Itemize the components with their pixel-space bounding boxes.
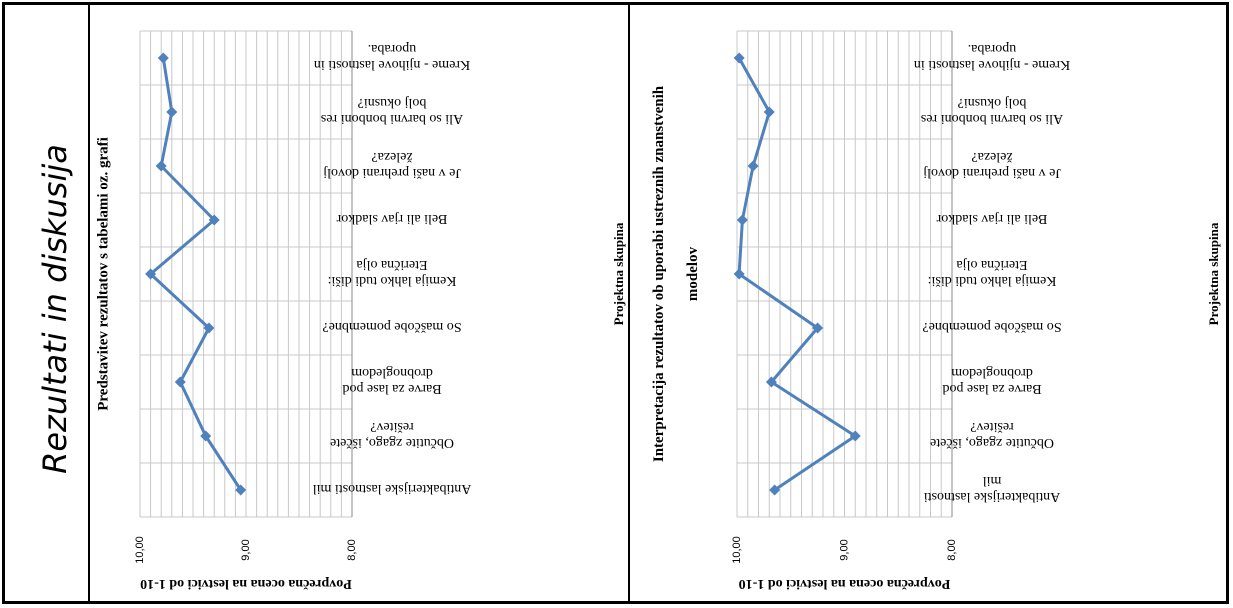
y-axis-title: Povprečna ocena na lestvici od 1-10	[739, 576, 951, 591]
data-point-marker	[769, 484, 781, 496]
category-label: Ali so barvni bonboni resbolj okusni?	[321, 95, 463, 126]
chart-panel-1: 10,00 9,00 8,00 Antibakterijske lastnosti m…	[95, 30, 626, 591]
data-point-marker	[235, 484, 247, 496]
y-tick-label: 8,00	[346, 539, 358, 560]
y-axis-title: Povprečna ocena na lestvici od 1-10	[140, 576, 352, 591]
category-label: Kemija lahko tudi diši:Eterična olja	[328, 257, 457, 288]
gridlines	[736, 30, 953, 518]
y-tick-label: 9,00	[240, 539, 252, 560]
y-tick-label: 10,00	[134, 536, 146, 564]
y-tick-label: 9,00	[838, 539, 850, 560]
category-label: Ali so barvni bonboni resbolj okusni?	[921, 95, 1063, 126]
series-line	[149, 57, 242, 491]
chart-panel-2: 10,00 9,00 8,00 Antibakterijske lastnostimi…	[651, 30, 1221, 591]
data-point-marker	[145, 268, 157, 280]
data-point-marker	[849, 430, 861, 442]
category-label: Antibakterijske lastnosti mil	[313, 481, 472, 496]
data-point-marker	[203, 322, 215, 334]
category-label: Barve za lase poddrobnogledom	[942, 365, 1041, 396]
x-axis-title: Projektna skupina	[611, 222, 626, 325]
data-point-marker	[174, 376, 186, 388]
category-label: Kemija lahko tudi diši:Eterična olja	[928, 257, 1057, 288]
x-axis-title: Projektna skupina	[1206, 222, 1221, 325]
category-label: Beli ali rjav sladkor	[336, 211, 447, 226]
data-point-marker	[157, 52, 169, 64]
data-point-marker	[765, 376, 777, 388]
category-label: So maščobe pomembne?	[322, 319, 461, 334]
y-tick-label: 8,00	[946, 539, 958, 560]
category-label: Je v naši prehrani dovoljželeza?	[323, 149, 461, 180]
y-tick-label: 10,00	[731, 536, 743, 564]
data-point-marker	[812, 322, 824, 334]
data-point-marker	[208, 214, 220, 226]
data-point-marker	[733, 52, 745, 64]
category-label: Občutite zgago, iščeterešitev?	[330, 419, 454, 450]
chart-title: Predstavitev rezultatov s tabelami oz. g…	[95, 137, 111, 411]
data-point-marker	[747, 160, 759, 172]
data-point-marker	[733, 268, 745, 280]
category-label: Barve za lase poddrobnogledom	[342, 365, 441, 396]
category-label: Antibakterijske lastnostimil	[924, 473, 1061, 504]
divider-middle	[628, 5, 630, 601]
category-label: Beli ali rjav sladkor	[936, 211, 1047, 226]
slide-side-title: Rezultati in diskusija	[36, 144, 74, 474]
data-point-marker	[763, 106, 775, 118]
data-point-marker	[155, 160, 167, 172]
category-label: Občutite zgago, iščeterešitev?	[930, 419, 1054, 450]
series-line	[737, 57, 857, 492]
category-label: Je v naši prehrani dovoljželeza?	[923, 149, 1061, 180]
divider-left	[88, 5, 90, 601]
data-point-marker	[200, 430, 212, 442]
category-label: So maščobe pomembne?	[922, 319, 1061, 334]
chart-title: Interpretacija rezultatov ob uporabi ust…	[651, 85, 701, 462]
category-label: Kreme - njihove lastnosti inuporaba.	[914, 41, 1070, 72]
category-label: Kreme - njihove lastnosti inuporaba.	[314, 41, 470, 72]
data-point-marker	[166, 106, 178, 118]
gridlines	[139, 30, 353, 518]
data-point-marker	[736, 214, 748, 226]
